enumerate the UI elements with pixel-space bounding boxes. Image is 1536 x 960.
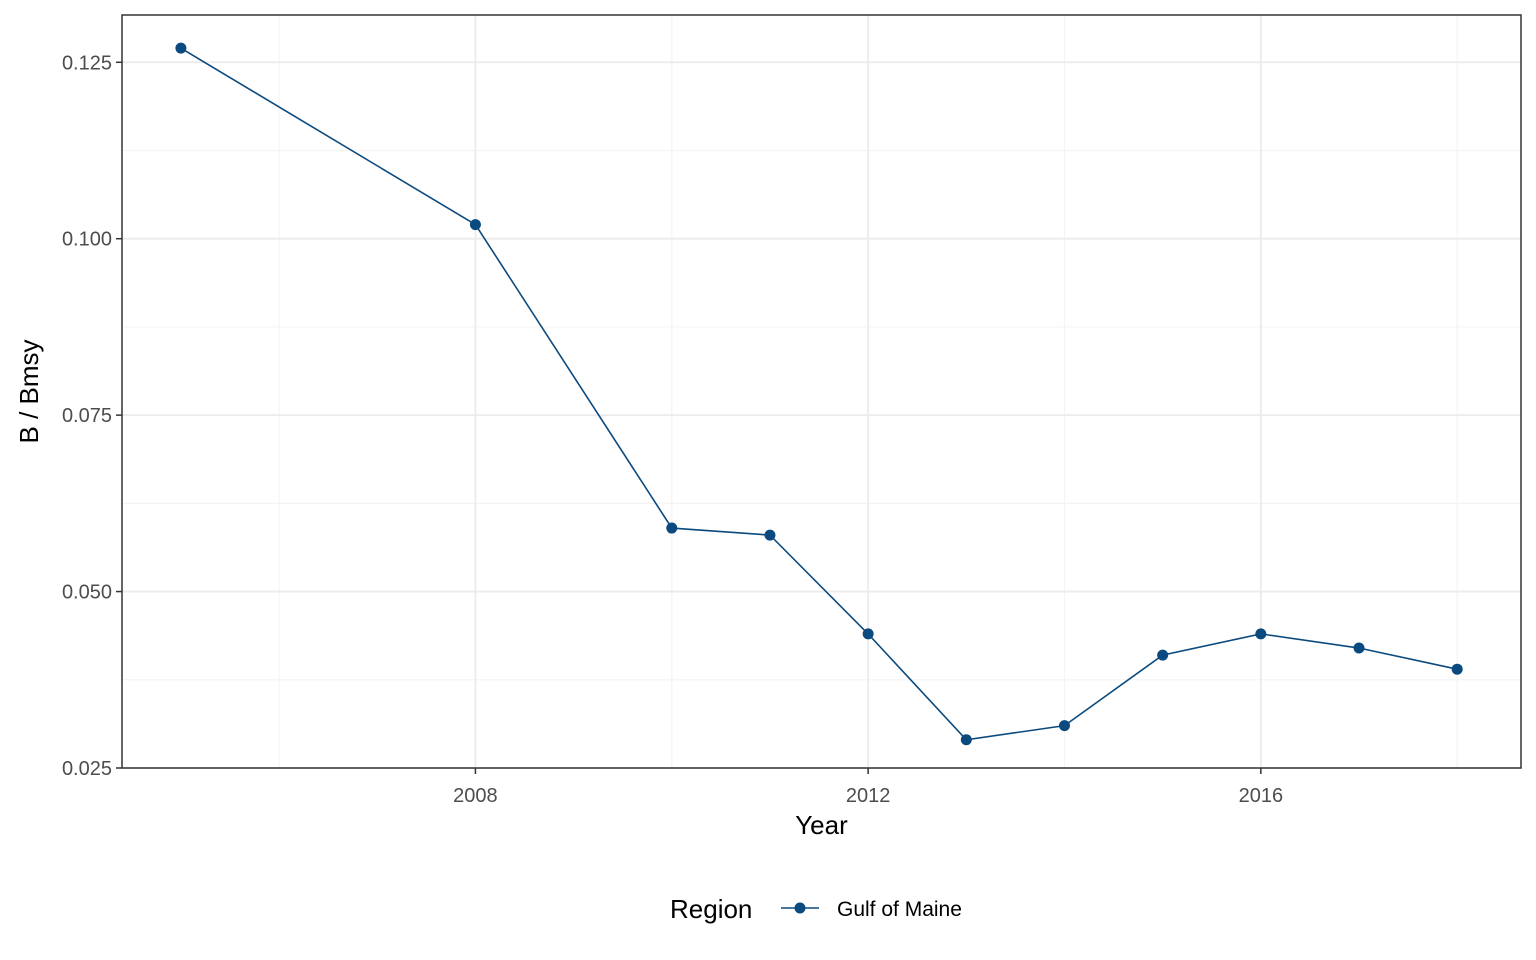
x-axis: 2008 2012 2016 — [453, 768, 1283, 807]
y-tick-label: 0.025 — [62, 758, 112, 780]
legend-item-label: Gulf of Maine — [837, 898, 962, 921]
grid-minor — [122, 15, 1521, 768]
legend-key-point — [794, 902, 806, 914]
x-tick-label: 2008 — [453, 785, 498, 807]
y-tick-label: 0.075 — [62, 405, 112, 427]
y-tick-label: 0.125 — [62, 52, 112, 74]
data-point — [1157, 649, 1169, 661]
data-point — [1058, 720, 1070, 732]
data-point — [1353, 642, 1365, 654]
data-point — [666, 522, 678, 534]
data-point — [1255, 628, 1267, 640]
grid-major — [122, 15, 1521, 769]
panel-border — [121, 14, 1522, 769]
series-layer — [175, 42, 1463, 746]
legend-key — [781, 902, 819, 914]
data-point — [469, 219, 481, 231]
y-tick-label: 0.100 — [62, 229, 112, 251]
data-point — [1451, 663, 1463, 675]
legend[interactable]: Region Gulf of Maine — [670, 894, 962, 924]
data-point — [862, 628, 874, 640]
y-axis-title: B / Bmsy — [14, 339, 44, 443]
data-point — [960, 734, 972, 746]
x-axis-title: Year — [795, 810, 848, 840]
y-axis: 0.025 0.050 0.075 0.100 0.125 — [62, 52, 122, 780]
data-point — [175, 42, 187, 54]
legend-title: Region — [670, 894, 752, 924]
x-tick-label: 2012 — [846, 785, 891, 807]
x-tick-label: 2016 — [1239, 785, 1284, 807]
y-tick-label: 0.050 — [62, 582, 112, 604]
data-point — [764, 529, 776, 541]
